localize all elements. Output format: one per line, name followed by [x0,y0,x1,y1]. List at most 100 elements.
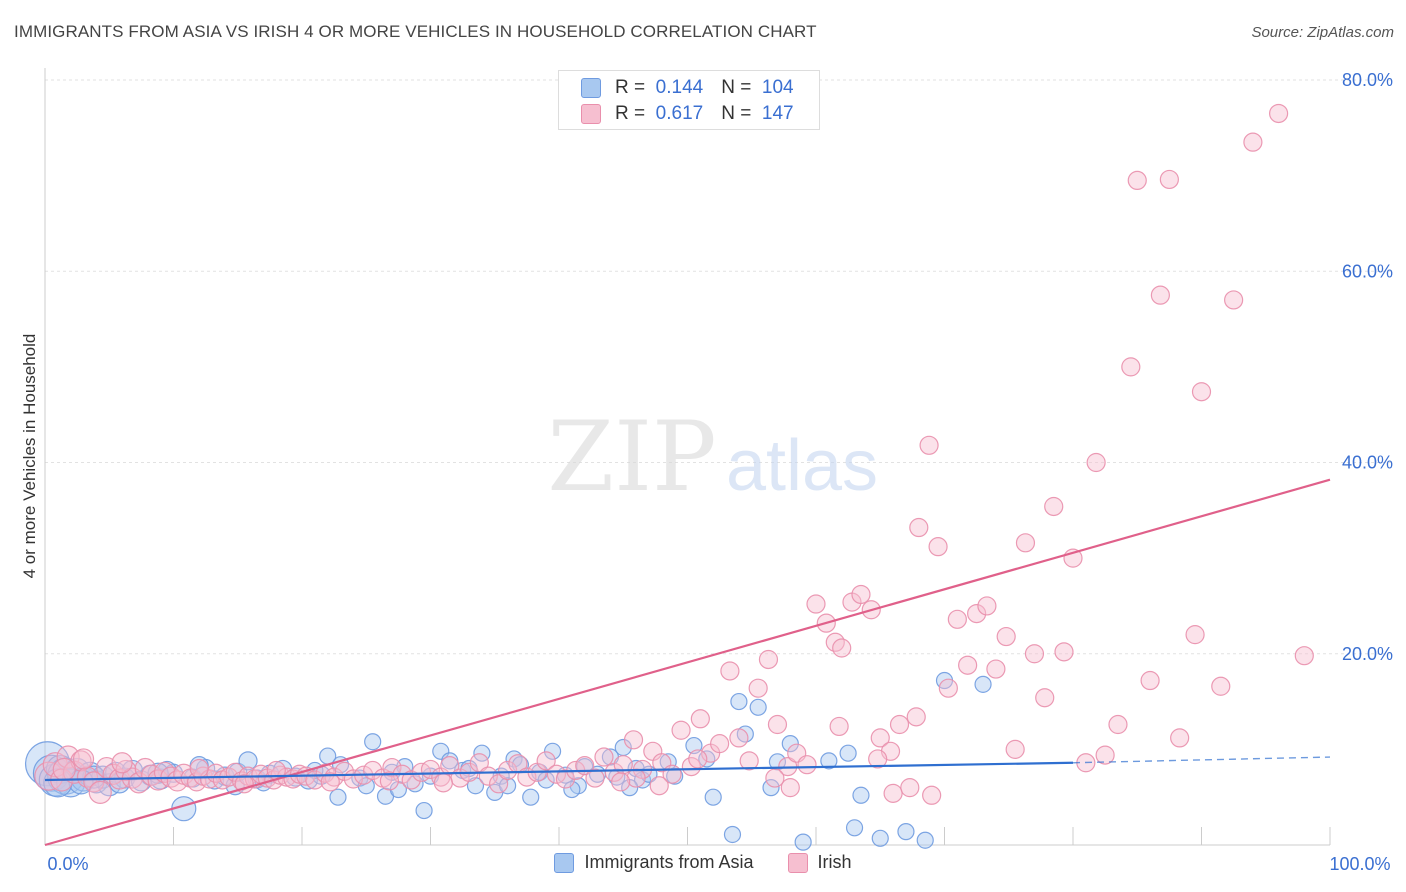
asia-point [543,742,562,760]
irish-point [234,774,254,794]
x-tick-label: 0.0% [47,854,88,874]
irish-point [611,772,631,792]
irish-point [88,780,112,805]
irish-point [977,596,997,616]
irish-point [546,764,567,784]
irish-point [928,537,948,557]
irish-point [1035,688,1055,708]
irish-point [909,517,929,538]
irish-point [1243,132,1263,152]
legend-label-asia: Immigrants from Asia [584,852,754,872]
asia-point [749,698,767,716]
irish-point [729,728,749,748]
trend-lines [44,478,1331,847]
irish-point [1159,169,1179,190]
irish-point [1086,452,1106,473]
irish-point [868,749,888,769]
x-tick-labels: 0.0% 100.0% [47,854,1390,874]
x-tick-label: 100.0% [1329,854,1390,874]
chart-title: IMMIGRANTS FROM ASIA VS IRISH 4 OR MORE … [14,22,817,41]
irish-point [1150,285,1170,305]
irish-point [536,751,556,771]
legend-n-asia: 104 [761,77,794,98]
irish-point [1268,103,1289,124]
correlation-legend: R = 0.144 N = 104 R = 0.617 N = 147 [558,70,820,130]
irish-point [1211,676,1231,696]
asia-point [730,692,748,711]
y-tick-label: 40.0% [1342,453,1393,473]
irish-point [585,768,605,788]
irish-point [780,778,800,798]
asia-point [897,823,915,841]
watermark: ZIP atlas [547,401,878,513]
source-credit: Source: ZipAtlas.com [1251,24,1394,41]
irish-point [1170,728,1190,748]
y-tick-label: 60.0% [1342,261,1393,281]
watermark-zip: ZIP [547,401,716,513]
asia-point [364,733,382,751]
legend-swatch-irish [581,104,601,124]
y-tick-label: 80.0% [1342,70,1393,90]
asia-point [794,833,812,851]
irish-point [958,655,978,675]
legend-item-asia[interactable]: Immigrants from Asia [554,852,754,873]
asia-point [762,779,780,797]
irish-point [797,755,817,775]
irish-point [1005,739,1025,759]
irish-point [498,760,518,781]
asia-point [852,786,870,804]
irish-point [1121,357,1141,377]
series-legend: Immigrants from Asia Irish [0,852,1406,873]
irish-point [832,638,852,658]
asia-point [736,725,754,743]
irish-point [34,761,64,791]
asia-point [916,831,934,849]
irish-point [52,757,76,782]
irish-point [489,774,509,794]
irish-point [739,751,759,771]
watermark-atlas: atlas [726,426,878,506]
asia-trend-extension [1072,756,1331,764]
legend-row-asia: R = 0.144 N = 104 [581,75,794,101]
legend-row-irish: R = 0.617 N = 147 [581,101,794,127]
irish-point [720,661,740,681]
legend-r-label: R = [615,77,646,98]
irish-point [681,756,701,777]
asia-point [974,675,992,693]
legend-item-irish[interactable]: Irish [787,852,852,873]
irish-point [189,758,209,779]
asia-point [406,775,424,793]
series-irish [34,103,1314,805]
asia-point [820,752,838,770]
irish-point [440,756,460,776]
irish-point [1224,290,1244,310]
axes [44,68,1331,846]
irish-point [765,768,785,788]
asia-point [723,825,742,844]
asia-point [329,788,347,806]
irish-point [649,776,669,796]
irish-point [829,716,849,737]
asia-trend-line [44,761,1074,782]
irish-point [111,752,133,774]
irish-point [72,748,95,770]
irish-point [710,734,730,754]
irish-point [806,594,826,614]
irish-point [379,771,399,791]
irish-point [906,707,926,727]
irish-point [889,714,910,735]
irish-point [1127,170,1147,191]
legend-r-asia: 0.144 [655,77,704,98]
y-tick-labels: 20.0% 40.0% 60.0% 80.0% [1342,70,1393,664]
irish-point [967,603,987,624]
irish-point [870,728,890,748]
irish-point [922,785,942,805]
asia-point [839,744,857,762]
irish-point [919,435,939,455]
irish-point [947,609,967,629]
legend-r-irish: 0.617 [655,103,704,124]
irish-point [851,584,871,605]
legend-swatch-asia [581,78,601,98]
irish-point [1108,714,1128,735]
